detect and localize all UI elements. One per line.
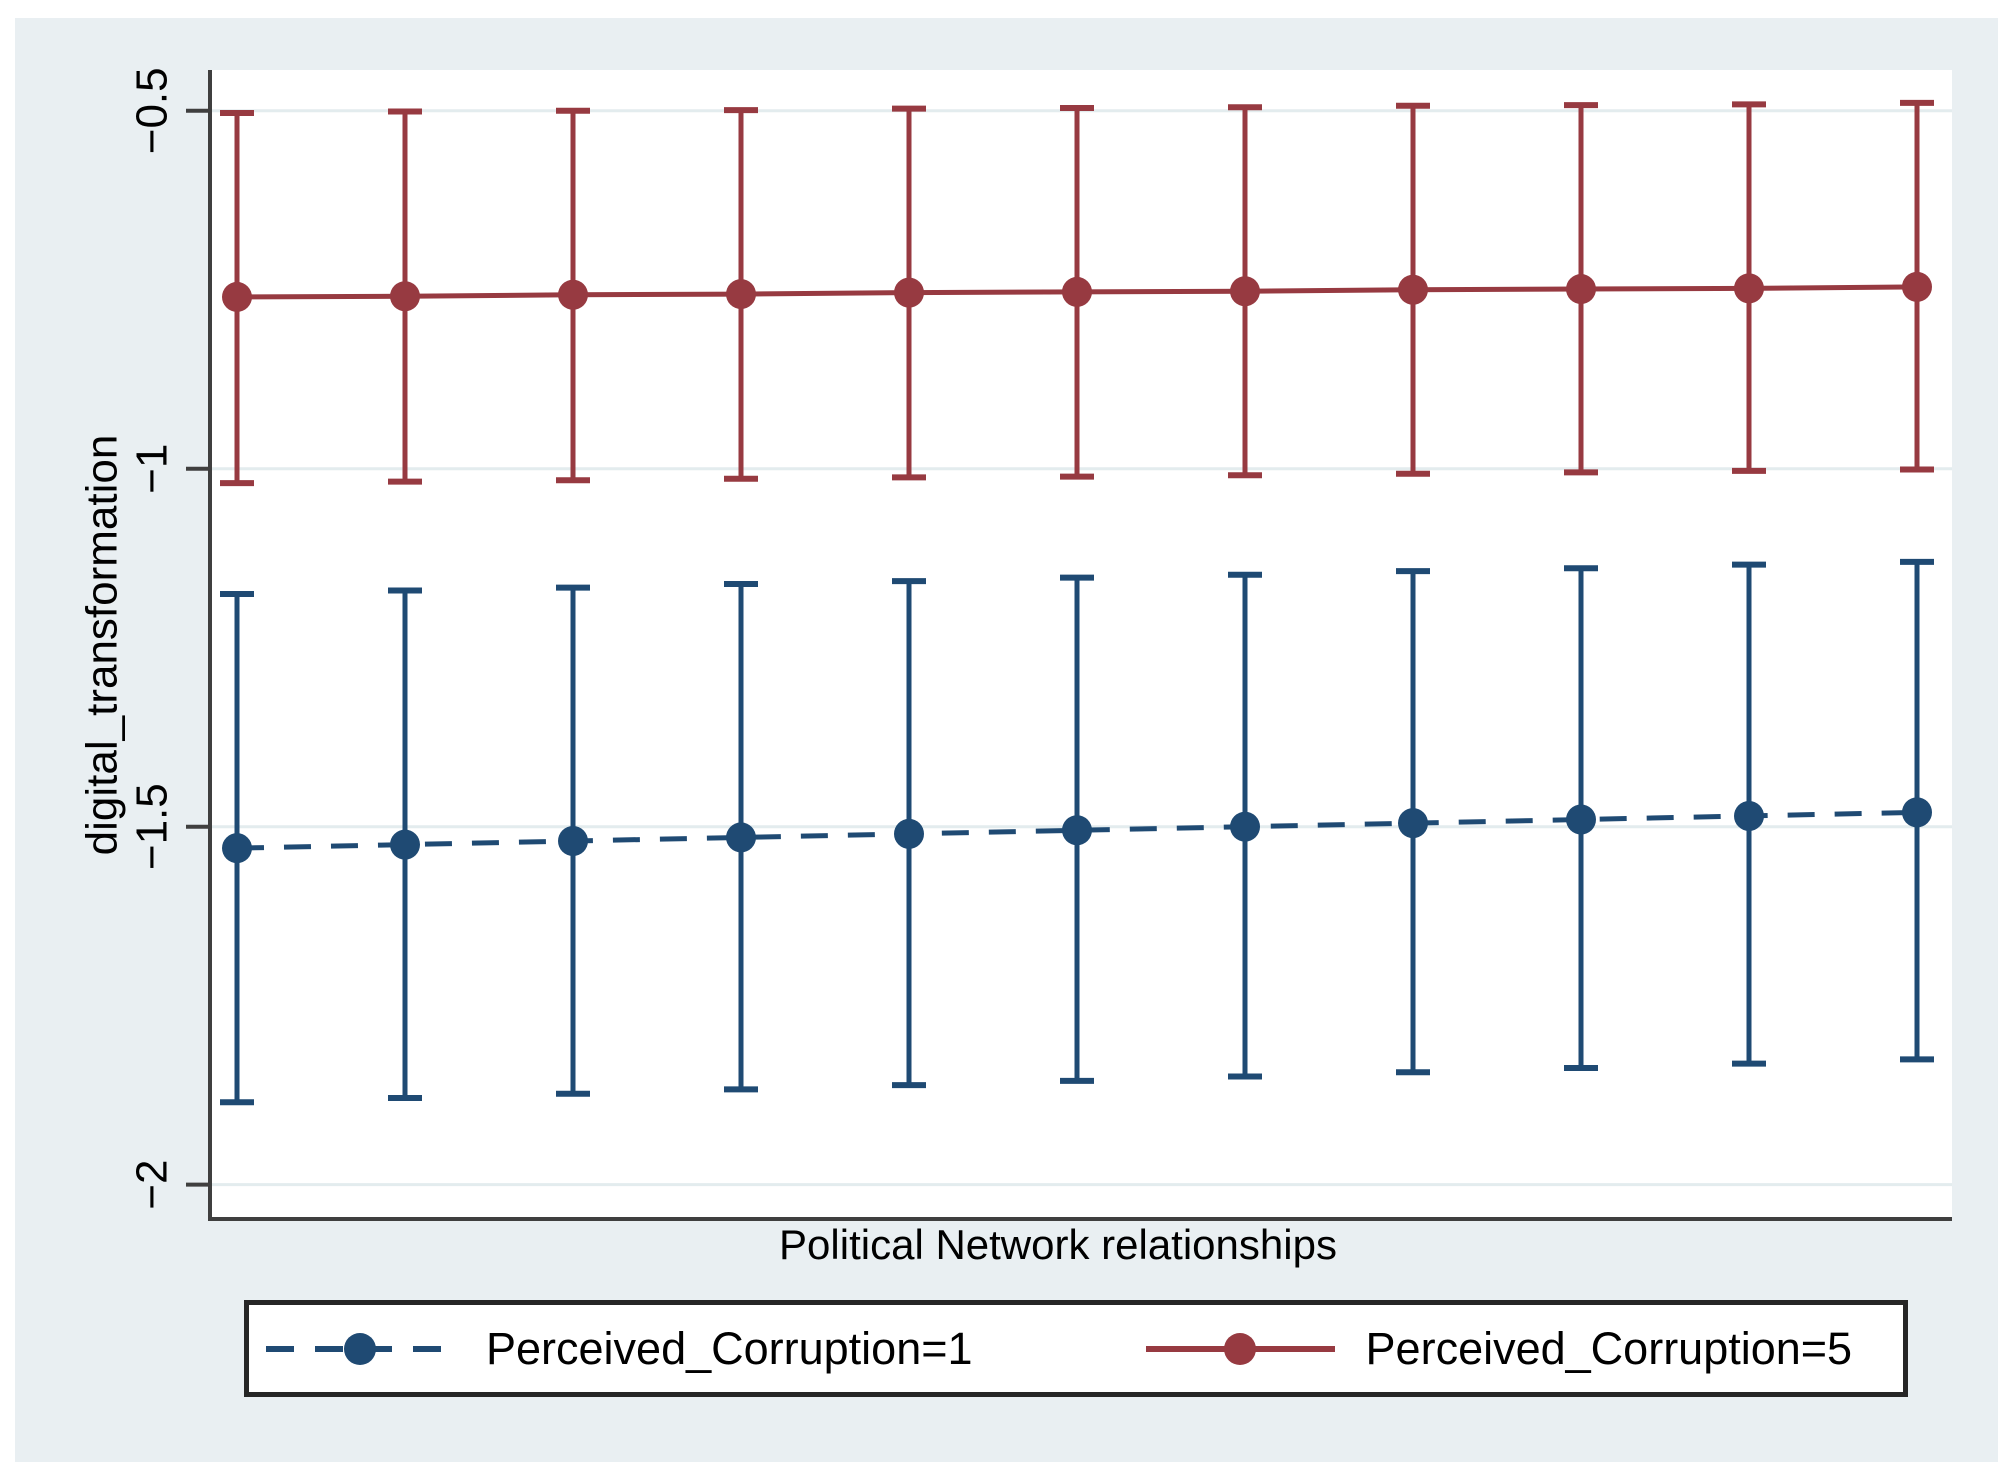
data-point-marker	[558, 826, 588, 857]
data-point-marker	[222, 833, 252, 864]
data-point-marker	[1902, 797, 1932, 828]
data-point-marker	[1230, 811, 1260, 842]
legend: Perceived_Corruption=1 Perceived_Corrupt…	[244, 1300, 1908, 1397]
plot-area	[210, 70, 1952, 1219]
data-point-marker	[390, 829, 420, 860]
data-point-marker	[1566, 804, 1596, 835]
data-point-marker	[1566, 274, 1596, 305]
data-point-marker	[1734, 800, 1764, 831]
data-point-marker	[1398, 808, 1428, 839]
data-point-marker	[1062, 815, 1092, 846]
data-point-marker	[726, 822, 756, 853]
data-point-marker	[1734, 273, 1764, 304]
y-tick-label: −1	[128, 444, 177, 494]
data-point-marker	[222, 281, 252, 312]
y-tick-label: −0.5	[128, 67, 177, 154]
legend-label-corruption-5: Perceived_Corruption=5	[1365, 1322, 1853, 1374]
y-tick-label: −2	[128, 1160, 177, 1210]
x-axis-title: Political Network relationships	[779, 1221, 1337, 1268]
data-point-marker	[1230, 276, 1260, 307]
data-point-marker	[390, 281, 420, 312]
data-point-marker	[894, 818, 924, 849]
data-point-marker	[1902, 271, 1932, 302]
y-axis-title: digital_transformation	[78, 435, 127, 856]
data-point-marker	[558, 279, 588, 310]
y-tick-label: −1.5	[128, 783, 177, 870]
solid-line-marker-icon	[1145, 1332, 1335, 1365]
data-point-marker	[894, 277, 924, 308]
legend-entry-corruption-5: Perceived_Corruption=5	[1143, 1322, 1853, 1375]
series-Perceived_Corruption=5	[220, 99, 1934, 487]
legend-entry-corruption-1: Perceived_Corruption=1	[263, 1323, 973, 1375]
series-layer	[220, 99, 1934, 1106]
dashed-line-marker-icon	[266, 1332, 455, 1365]
series-Perceived_Corruption=1	[220, 558, 1934, 1106]
legend-label-corruption-1: Perceived_Corruption=1	[486, 1322, 973, 1374]
data-point-marker	[1398, 274, 1428, 305]
data-point-marker	[726, 279, 756, 310]
y-ticks-layer: −0.5 −1 −1.5 −2	[128, 67, 210, 1210]
data-point-marker	[1062, 276, 1092, 307]
